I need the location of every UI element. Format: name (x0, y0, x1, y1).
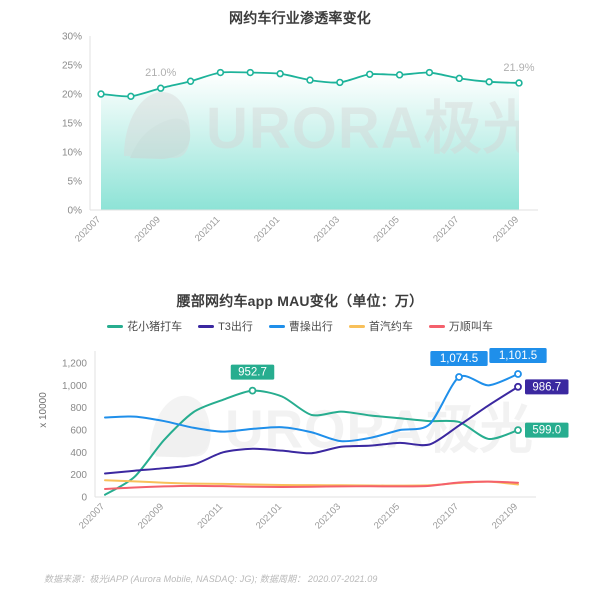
penetration-x-tick: 202107 (431, 214, 461, 244)
penetration-x-tick: 202007 (73, 214, 103, 244)
legend-item-1[interactable]: 花小猪打车 (107, 318, 182, 334)
mau-data-point[interactable] (455, 373, 463, 381)
legend-item-2[interactable]: T3出行 (198, 318, 253, 334)
mau-y-axis-caption: x 10000 (38, 392, 49, 428)
mau-x-tick: 202105 (372, 501, 402, 531)
legend-item-label: 花小猪打车 (127, 321, 183, 333)
mau-x-tick: 202101 (254, 501, 284, 531)
penetration-x-tick: 202105 (371, 214, 401, 244)
mau-value-badge: 1,101.5 (489, 347, 547, 363)
penetration-data-point[interactable] (186, 77, 195, 85)
penetration-data-point[interactable] (455, 74, 463, 83)
svg-text:URORA极光: URORA极光 (206, 96, 542, 161)
penetration-data-point[interactable] (157, 84, 165, 92)
penetration-data-point[interactable] (485, 78, 493, 86)
source-footnote: 数据来源：极光iAPP (Aurora Mobile, NASDAQ: JG);… (44, 574, 378, 584)
mau-chart-svg: URORA极光 1,200 1,000 800 600 400 200 0 x 10000 202… (38, 347, 569, 532)
mau-chart-title: 腰部网约车app MAU变化（单位：万） (176, 293, 424, 309)
penetration-x-tick: 202109 (491, 214, 521, 244)
penetration-x-tick: 202009 (133, 214, 163, 244)
mau-y-tick: 1,200 (62, 359, 87, 370)
penetration-chart-block: 网约车行业渗透率变化 URORA极光 30% 25% 20% 15% 10% 5% 0% 21.… (0, 0, 600, 285)
mau-y-tick: 200 (70, 470, 87, 481)
legend-item-label: T3出行 (218, 321, 253, 333)
penetration-y-tick: 10% (62, 148, 82, 159)
mau-x-tick: 202011 (195, 501, 225, 531)
penetration-y-tick: 5% (68, 177, 83, 188)
mau-series-line (104, 385, 519, 475)
mau-data-point[interactable] (514, 426, 522, 435)
penetration-data-point[interactable] (246, 68, 254, 77)
legend-item-label: 首汽约车 (368, 321, 413, 333)
penetration-data-point[interactable] (97, 90, 105, 98)
penetration-data-point[interactable] (425, 68, 434, 77)
legend-item-label: 万顺叫车 (448, 321, 493, 333)
penetration-point-label: 21.0% (145, 67, 176, 79)
mau-y-tick: 0 (81, 493, 87, 504)
mau-value-badge: 1,074.5 (430, 351, 488, 367)
mau-chart-legend: 花小猪打车 T3出行 曹操出行 首汽约车 万顺叫车 (0, 317, 600, 335)
mau-y-tick: 1,000 (62, 381, 87, 392)
svg-text:986.7: 986.7 (532, 381, 561, 393)
legend-swatch-icon (107, 324, 124, 328)
penetration-data-point[interactable] (276, 69, 284, 78)
penetration-y-tick: 15% (62, 119, 82, 130)
penetration-point-label: 21.9% (503, 62, 534, 74)
legend-swatch-icon (348, 324, 365, 328)
mau-y-tick: 800 (70, 403, 87, 414)
penetration-data-point[interactable] (366, 70, 374, 78)
penetration-data-point[interactable] (127, 92, 135, 101)
aurora-watermark: URORA极光 (124, 92, 542, 161)
legend-swatch-icon (268, 324, 285, 328)
mau-series-line (104, 480, 519, 490)
penetration-x-tick: 202011 (193, 214, 223, 244)
legend-swatch-icon (428, 324, 445, 328)
penetration-x-tick: 202101 (252, 214, 282, 244)
legend-swatch-icon (198, 324, 215, 328)
penetration-y-tick: 30% (62, 32, 82, 43)
mau-value-badge: 986.7 (525, 379, 569, 395)
svg-text:1,101.5: 1,101.5 (499, 350, 537, 362)
legend-item-4[interactable]: 首汽约车 (348, 318, 413, 334)
penetration-chart-canvas: URORA极光 30% 25% 20% 15% 10% 5% 0% 21.0% 21.9% 2020… (0, 28, 600, 283)
mau-x-tick: 202109 (490, 501, 520, 531)
svg-text:952.7: 952.7 (238, 367, 267, 379)
penetration-data-point[interactable] (216, 68, 225, 77)
mau-y-tick: 600 (70, 426, 87, 437)
legend-item-5[interactable]: 万顺叫车 (428, 318, 493, 334)
penetration-y-tick: 20% (62, 90, 82, 101)
mau-value-badge: 599.0 (525, 422, 569, 438)
penetration-chart-title: 网约车行业渗透率变化 (229, 10, 371, 26)
penetration-area-fill (101, 72, 519, 210)
aurora-watermark: URORA极光 (149, 395, 533, 459)
mau-data-point[interactable] (514, 370, 522, 378)
svg-text:1,074.5: 1,074.5 (440, 353, 478, 365)
mau-x-tick: 202107 (431, 501, 461, 531)
mau-chart-canvas: URORA极光 1,200 1,000 800 600 400 200 0 x 10000 202… (0, 335, 600, 567)
mau-chart-block: 腰部网约车app MAU变化（单位：万） 花小猪打车 T3出行 曹操出行 首汽约车 万顺… (0, 285, 600, 570)
svg-text:599.0: 599.0 (532, 425, 561, 437)
penetration-y-tick: 0% (68, 206, 83, 217)
penetration-y-tick: 25% (62, 61, 82, 72)
mau-series-line (104, 373, 519, 443)
penetration-data-point[interactable] (306, 76, 314, 84)
mau-data-point[interactable] (248, 386, 257, 395)
legend-item-3[interactable]: 曹操出行 (268, 318, 333, 334)
mau-y-tick: 400 (70, 448, 87, 459)
mau-data-point[interactable] (514, 382, 522, 391)
penetration-data-point[interactable] (515, 79, 523, 87)
penetration-data-point[interactable] (336, 78, 344, 87)
penetration-data-point[interactable] (395, 71, 404, 79)
penetration-x-tick: 202103 (312, 214, 342, 244)
mau-x-tick: 202007 (77, 501, 107, 531)
mau-value-badge: 952.7 (230, 364, 275, 380)
mau-x-tick: 202009 (136, 501, 166, 531)
penetration-chart-svg: URORA极光 30% 25% 20% 15% 10% 5% 0% 21.0% 21.9% 2020… (62, 32, 542, 245)
mau-x-tick: 202103 (313, 501, 343, 531)
mau-series-line (104, 389, 519, 496)
legend-item-label: 曹操出行 (288, 321, 333, 333)
